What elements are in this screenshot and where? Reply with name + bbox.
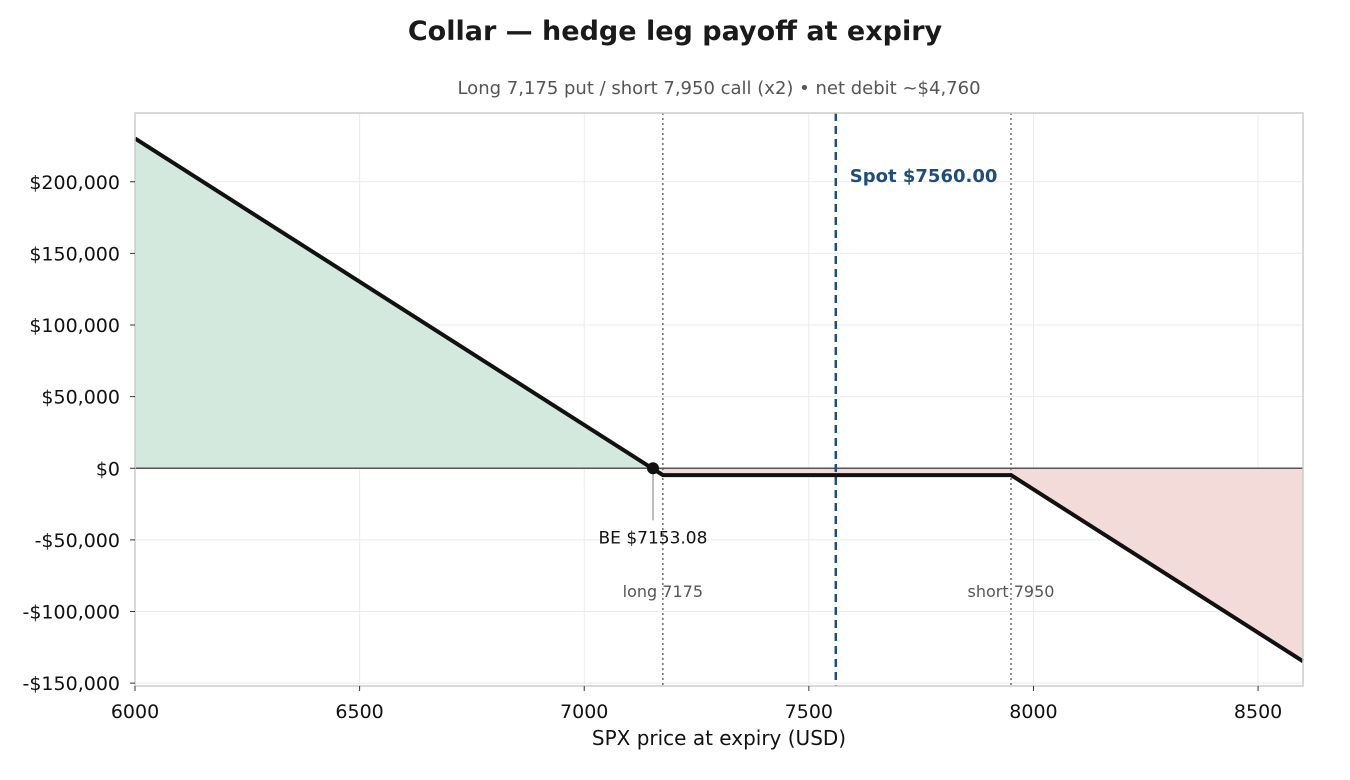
y-tick-label: -$150,000 [22, 673, 120, 695]
y-tick-label: $0 [96, 458, 120, 480]
chart-subtitle: Long 7,175 put / short 7,950 call (x2) •… [457, 78, 981, 99]
strike-label-2: short 7950 [968, 582, 1055, 601]
breakeven-marker [646, 462, 659, 475]
plot-frame [134, 112, 1304, 687]
x-tick-label: 7000 [560, 701, 608, 723]
chart-title: Collar — hedge leg payoff at expiry [407, 16, 943, 47]
y-tick-label: -$50,000 [35, 530, 120, 552]
payoff-fills [135, 138, 1303, 662]
x-axis-ticks: 6000 6500 7000 7500 8000 8500 [111, 686, 1282, 723]
strike-label-1: long 7175 [623, 582, 703, 601]
x-tick-label: 8500 [1234, 701, 1282, 723]
x-tick-label: 6500 [335, 701, 383, 723]
x-tick-label: 8000 [1009, 701, 1057, 723]
x-tick-label: 7500 [785, 701, 833, 723]
y-tick-label: $50,000 [41, 387, 120, 409]
y-tick-label: $200,000 [29, 172, 120, 194]
y-axis-ticks: -$150,000 -$100,000 -$50,000 $0 $50,000 $100,… [22, 172, 135, 695]
annotations: long 7175 short 7950 Spot $7560.00 BE $7153… [599, 166, 1055, 601]
payoff-line [133, 136, 1305, 663]
x-axis-label: SPX price at expiry (USD) [592, 726, 846, 750]
breakeven-label: BE $7153.08 [599, 528, 708, 548]
y-tick-label: $100,000 [29, 315, 120, 337]
y-tick-label: $150,000 [29, 243, 120, 265]
x-tick-label: 6000 [111, 701, 159, 723]
loss-area [652, 468, 1303, 662]
spot-label: Spot $7560.00 [850, 166, 998, 187]
reference-lines [135, 113, 1303, 686]
y-tick-label: -$100,000 [22, 602, 120, 624]
series-group [133, 136, 1305, 663]
